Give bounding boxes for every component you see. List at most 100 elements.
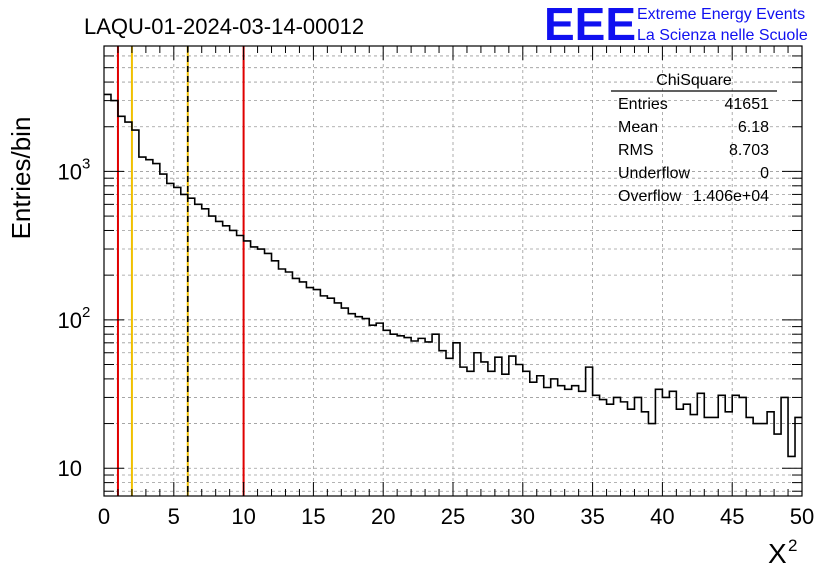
histogram-bin xyxy=(600,400,607,496)
histogram-bin xyxy=(634,397,641,496)
histogram-bin xyxy=(572,386,579,496)
logo-mark: EEE xyxy=(544,0,636,50)
histogram-bin xyxy=(641,412,648,496)
histogram-bin xyxy=(251,247,258,496)
x-tick-label: 50 xyxy=(790,504,814,529)
histogram-bin xyxy=(446,358,453,496)
stats-label-underflow: Underflow xyxy=(618,165,690,182)
x-axis-title: X xyxy=(768,538,787,569)
histogram-bin xyxy=(460,367,467,496)
histogram-bin xyxy=(509,356,516,496)
histogram-bin xyxy=(739,397,746,496)
histogram-bin xyxy=(579,391,586,496)
histogram-bin xyxy=(279,269,286,496)
y-tick-label-base: 10 xyxy=(58,308,82,333)
y-tick-label: 10 xyxy=(58,456,82,481)
histogram-bin xyxy=(781,397,788,496)
stats-value-overflow: 1.406e+04 xyxy=(693,188,769,205)
histogram-bin xyxy=(718,395,725,496)
histogram-bin xyxy=(725,412,732,496)
histogram-bin xyxy=(209,216,216,496)
histogram-bin xyxy=(237,236,244,496)
histogram-bin xyxy=(265,253,272,496)
histogram-bin xyxy=(404,338,411,496)
x-tick-label: 40 xyxy=(650,504,674,529)
histogram-bin xyxy=(655,389,662,496)
histogram-bin xyxy=(195,204,202,496)
histogram-bin xyxy=(453,343,460,496)
histogram-bin xyxy=(481,362,488,496)
stats-box: ChiSquare Entries 41651 Mean 6.18 RMS 8.… xyxy=(611,72,777,205)
stats-header: ChiSquare xyxy=(656,72,732,89)
x-tick-label: 30 xyxy=(511,504,535,529)
histogram-bin xyxy=(516,365,523,496)
histogram-bin xyxy=(774,434,781,496)
histogram-bin xyxy=(704,417,711,496)
histogram-bin xyxy=(383,330,390,496)
histogram-bin xyxy=(767,412,774,496)
histogram-bin xyxy=(160,174,167,496)
histogram-bin xyxy=(397,336,404,496)
y-tick-label-exponent: 2 xyxy=(82,304,90,321)
histogram-bin xyxy=(146,160,153,496)
stats-label-entries: Entries xyxy=(618,96,668,113)
histogram-bin xyxy=(376,323,383,496)
histogram-bin xyxy=(439,351,446,496)
histogram-bin xyxy=(369,325,376,496)
histogram-bin xyxy=(292,278,299,496)
histogram-bin xyxy=(432,334,439,496)
x-tick-label: 25 xyxy=(441,504,465,529)
histogram-bin xyxy=(341,308,348,496)
stats-value-underflow: 0 xyxy=(760,165,769,182)
histogram-bin xyxy=(390,334,397,496)
histogram-bin xyxy=(586,367,593,496)
histogram-bin xyxy=(732,395,739,496)
eee-logo: EEE Extreme Energy Events La Scienza nel… xyxy=(544,0,808,50)
histogram-bin xyxy=(537,376,544,496)
histogram-bin xyxy=(565,389,572,496)
histogram-bin xyxy=(683,404,690,496)
histogram-bin xyxy=(746,417,753,496)
histogram-bin xyxy=(355,317,362,496)
histogram-bin xyxy=(558,386,565,496)
histogram-bin xyxy=(348,314,355,496)
histogram-bin xyxy=(299,282,306,496)
histogram-bin xyxy=(495,357,502,496)
histogram-bin xyxy=(711,417,718,496)
stats-value-entries: 41651 xyxy=(725,96,770,113)
histogram-bin xyxy=(502,374,509,496)
axis-ticks xyxy=(103,45,803,496)
x-tick-label: 10 xyxy=(231,504,255,529)
histogram-bin xyxy=(132,130,139,496)
y-axis-title: Entries/bin xyxy=(6,117,36,240)
histogram-bin xyxy=(285,272,292,496)
histogram-bin xyxy=(795,417,802,496)
histogram-bin xyxy=(272,261,279,496)
histogram-bin xyxy=(676,409,683,496)
histogram-bin xyxy=(593,395,600,496)
histogram-bin xyxy=(697,393,704,496)
histogram-bin xyxy=(153,164,160,496)
histogram-bin xyxy=(760,424,767,496)
y-tick-label: 10 3 xyxy=(58,155,91,184)
histogram-bin xyxy=(111,101,118,496)
histogram-bin xyxy=(467,371,474,496)
stats-value-mean: 6.18 xyxy=(738,119,769,136)
logo-line-1: Extreme Energy Events xyxy=(637,6,805,23)
x-tick-label: 5 xyxy=(168,504,180,529)
histogram-bin xyxy=(614,397,621,496)
histogram-bin xyxy=(551,379,558,496)
histogram-bin xyxy=(244,241,251,496)
histogram-bin xyxy=(223,226,230,496)
y-tick-label-base: 10 xyxy=(58,159,82,184)
histogram-bin xyxy=(648,424,655,496)
histogram-bin xyxy=(174,187,181,496)
histogram-bin xyxy=(621,402,628,496)
marker-lines xyxy=(116,46,245,496)
stats-label-rms: RMS xyxy=(618,142,654,159)
x-tick-label: 20 xyxy=(371,504,395,529)
histogram-bin xyxy=(425,342,432,496)
histogram-bin xyxy=(202,209,209,496)
